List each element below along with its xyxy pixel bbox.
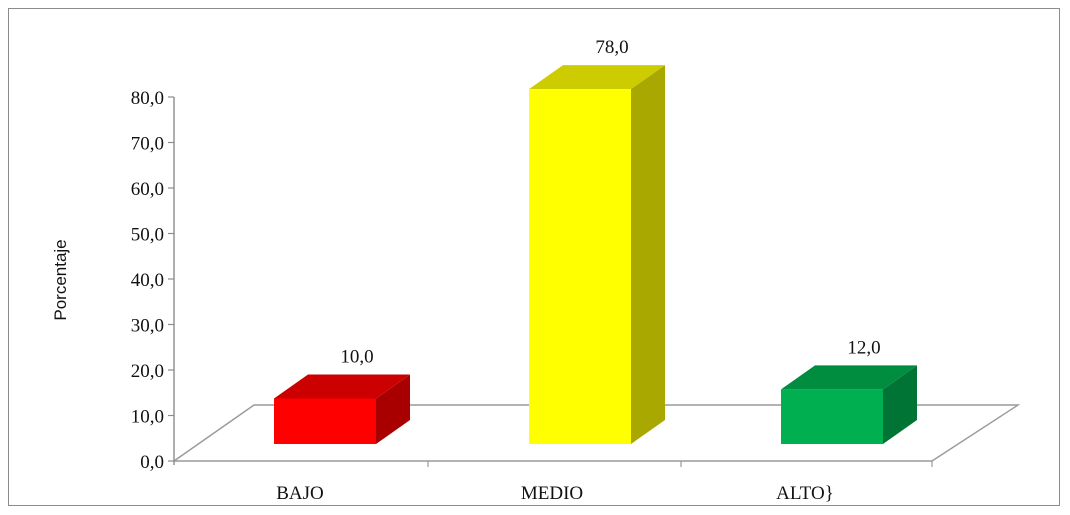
bar-alto	[781, 365, 917, 444]
bar-bajo	[274, 374, 410, 444]
y-tick-label: 70,0	[131, 134, 164, 155]
y-tick-label: 30,0	[131, 316, 164, 337]
data-label: 12,0	[847, 337, 880, 358]
x-category-label: MEDIO	[521, 483, 583, 504]
bar-side	[631, 65, 665, 444]
y-tick-label: 10,0	[131, 407, 164, 428]
x-category-label: ALTO}	[776, 483, 834, 504]
bar-top	[274, 374, 410, 399]
chart-floor	[173, 404, 1021, 467]
bar-front	[781, 389, 883, 444]
y-tick-label: 20,0	[131, 361, 164, 382]
bar-front	[529, 89, 631, 444]
bar-top	[781, 365, 917, 390]
y-axis: 0,0 10,0 20,0 30,0 40,0 50,0 60,0 70,0 80,0	[131, 88, 175, 473]
bar-medio	[529, 65, 665, 444]
y-axis-label: Porcentaje	[51, 239, 70, 320]
y-tick-label: 60,0	[131, 179, 164, 200]
data-label: 10,0	[340, 347, 373, 368]
bar-front	[274, 398, 376, 444]
labels-group: 10,0 BAJO 78,0 MEDIO 12,0 ALTO}	[276, 37, 880, 504]
y-tick-label: 80,0	[131, 88, 164, 109]
bar-top	[529, 65, 665, 90]
bars-group	[274, 65, 917, 444]
bar-side	[883, 365, 917, 444]
y-tick-label: 0,0	[140, 452, 164, 473]
bar-side	[376, 374, 410, 444]
floor-outline	[173, 404, 1021, 462]
y-tick-label: 40,0	[131, 270, 164, 291]
x-category-label: BAJO	[276, 483, 324, 504]
y-tick-label: 50,0	[131, 225, 164, 246]
data-label: 78,0	[595, 37, 628, 58]
